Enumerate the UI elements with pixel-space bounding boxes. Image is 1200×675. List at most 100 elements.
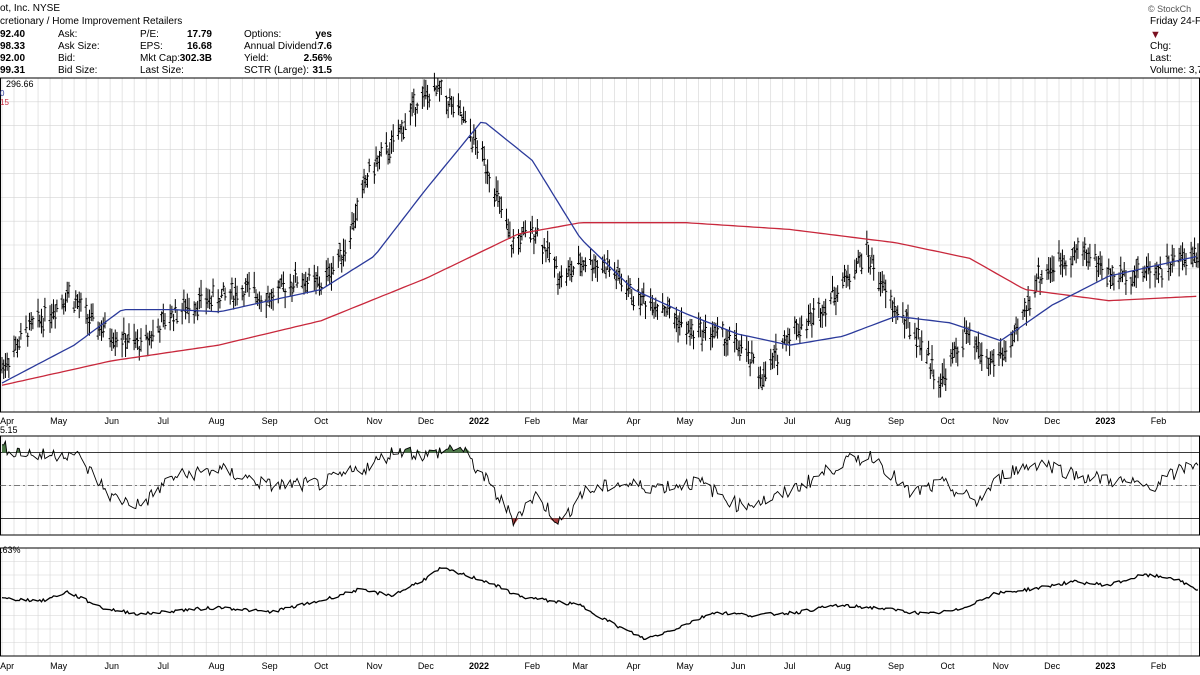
ohlc-bar xyxy=(1136,256,1140,279)
ohlc-bar xyxy=(870,247,874,264)
ohlc-bar xyxy=(240,285,244,301)
ohlc-bar xyxy=(458,100,462,117)
ohlc-bar xyxy=(295,276,299,288)
ohlc-bar xyxy=(1153,263,1157,288)
ohlc-bar xyxy=(954,337,958,363)
ohlc-bar xyxy=(426,84,430,110)
ohlc-bar xyxy=(776,354,780,376)
ohlc-bar xyxy=(688,318,692,346)
ohlc-bar xyxy=(172,313,176,332)
ohlc-bar xyxy=(41,317,45,338)
ohlc-bar xyxy=(228,289,232,305)
ohlc-bar xyxy=(390,130,394,154)
ohlc-bar xyxy=(1040,270,1044,285)
ohlc-bar xyxy=(1009,331,1013,358)
x-tick-label: Oct xyxy=(940,661,955,671)
ohlc-bar xyxy=(36,298,40,328)
ohlc-bar xyxy=(348,226,352,250)
ohlc-bar xyxy=(293,261,297,283)
x-tick-label: May xyxy=(676,416,694,426)
ohlc-bar xyxy=(259,295,263,312)
ohlc-bar xyxy=(724,329,728,357)
ohlc-bar xyxy=(630,289,634,306)
ohlc-bar xyxy=(487,172,491,193)
ohlc-bar xyxy=(985,348,989,369)
x-tick-label: Dec xyxy=(418,416,435,426)
ask-label: Ask: xyxy=(58,29,78,40)
ohlc-bar xyxy=(424,79,428,100)
ohlc-bar xyxy=(199,279,203,309)
ohlc-bar xyxy=(88,309,92,336)
ohlc-bar xyxy=(319,282,323,295)
ohlc-bar xyxy=(281,271,285,292)
ohlc-bar xyxy=(468,118,472,142)
x-tick-label: Dec xyxy=(418,661,435,671)
ohlc-bar xyxy=(1107,258,1111,275)
ohlc-bar xyxy=(163,313,167,330)
ohlc-bar xyxy=(136,329,140,350)
ohlc-bar xyxy=(738,340,742,361)
ohlc-bar xyxy=(532,233,536,255)
ohlc-bar xyxy=(1086,247,1090,270)
ohlc-bar xyxy=(812,298,816,326)
ohlc-bar xyxy=(462,106,466,123)
x-tick-label: May xyxy=(50,661,68,671)
ohlc-bar xyxy=(915,327,919,358)
ohlc-bar xyxy=(39,308,43,334)
x-tick-label: Dec xyxy=(1044,661,1061,671)
ohlc-bar xyxy=(1194,252,1198,268)
ohlc-bar xyxy=(655,303,659,320)
ohlc-bar xyxy=(1002,339,1006,361)
ohlc-bar xyxy=(422,79,426,107)
ohlc-bar xyxy=(944,368,948,391)
ohlc-bar xyxy=(592,254,596,274)
ohlc-bar xyxy=(26,332,30,347)
ohlc-bar xyxy=(510,244,514,258)
ohlc-bar xyxy=(506,218,510,238)
ohlc-bar xyxy=(1182,248,1186,268)
ohlc-bar xyxy=(484,164,488,184)
chart-grid xyxy=(0,77,1200,657)
ohlc-bar xyxy=(784,334,788,352)
ohlc-bar xyxy=(218,297,222,309)
ohlc-bar xyxy=(918,337,922,356)
ohlc-bar xyxy=(378,150,382,170)
ohlc-bar xyxy=(951,342,955,364)
ohlc-bar xyxy=(667,298,671,319)
ohlc-bar xyxy=(758,366,762,387)
x-tick-label: Jul xyxy=(784,661,796,671)
ohlc-bar xyxy=(752,353,756,364)
ohlc-bar xyxy=(290,282,294,303)
ohlc-bar xyxy=(2,359,6,380)
ohlc-bar xyxy=(89,303,93,322)
x-tick-label: 2023 xyxy=(1095,416,1115,426)
ohlc-bar xyxy=(110,328,114,351)
rel-strength-legend-value: .63% xyxy=(0,545,21,555)
ohlc-bar xyxy=(364,175,368,188)
ohlc-bar xyxy=(1000,347,1004,367)
x-tick-label: 2022 xyxy=(469,416,489,426)
ohlc-bar xyxy=(518,233,522,253)
ohlc-bar xyxy=(446,100,450,119)
ohlc-bar xyxy=(48,305,52,333)
ohlc-bar xyxy=(709,327,713,351)
ohlc-bar xyxy=(631,296,635,311)
ohlc-bar xyxy=(901,302,905,323)
ohlc-bar xyxy=(1146,253,1150,275)
ohlc-bar xyxy=(65,281,69,303)
ohlc-bar xyxy=(120,331,124,358)
ohlc-bar xyxy=(91,303,95,322)
x-tick-label: Feb xyxy=(1151,661,1167,671)
options-label: Options: xyxy=(244,29,282,40)
ohlc-bar xyxy=(908,322,912,340)
ohlc-bar xyxy=(786,327,790,345)
ohlc-bar xyxy=(992,348,996,377)
ohlc-bar xyxy=(276,280,280,304)
ohlc-bar xyxy=(137,345,141,361)
ohlc-bar xyxy=(664,306,668,317)
ohlc-bar xyxy=(762,361,766,387)
ohlc-bar xyxy=(175,309,179,324)
ohlc-bar xyxy=(19,322,23,340)
ohlc-bar xyxy=(1076,237,1080,259)
ohlc-bar xyxy=(769,348,773,371)
